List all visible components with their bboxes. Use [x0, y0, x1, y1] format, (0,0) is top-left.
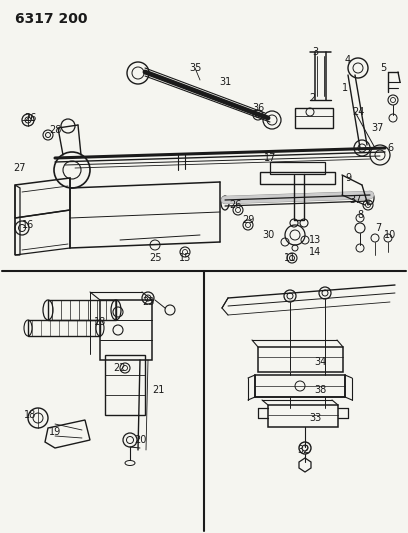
Text: 18: 18	[94, 317, 106, 327]
Bar	[28, 320, 100, 336]
Text: 35: 35	[189, 63, 201, 73]
Bar	[260, 172, 335, 184]
Text: 7: 7	[375, 223, 381, 233]
Text: 5: 5	[380, 63, 386, 73]
Text: 28: 28	[49, 125, 61, 135]
Text: 19: 19	[49, 427, 61, 437]
Text: 11: 11	[284, 253, 296, 263]
Bar	[270, 162, 325, 174]
Text: 33: 33	[309, 413, 321, 423]
Text: 36: 36	[252, 103, 264, 113]
Bar	[268, 405, 338, 427]
Text: 25: 25	[149, 253, 161, 263]
Text: 37: 37	[349, 195, 361, 205]
Bar	[48, 300, 116, 320]
Text: 13: 13	[309, 235, 321, 245]
Text: 37: 37	[372, 123, 384, 133]
Text: 3: 3	[312, 47, 318, 57]
Text: 26: 26	[229, 200, 241, 210]
Text: 6317 200: 6317 200	[15, 12, 87, 26]
Text: 9: 9	[345, 173, 351, 183]
Text: 18: 18	[24, 410, 36, 420]
Text: 31: 31	[219, 77, 231, 87]
Text: 22: 22	[114, 363, 126, 373]
Text: 21: 21	[152, 385, 164, 395]
Text: 32: 32	[297, 445, 309, 455]
Bar	[295, 108, 333, 128]
Bar	[100, 300, 152, 360]
Text: 6: 6	[387, 143, 393, 153]
Text: 2: 2	[309, 93, 315, 103]
Text: 24: 24	[352, 107, 364, 117]
Text: 10: 10	[384, 230, 396, 240]
Text: 16: 16	[22, 220, 34, 230]
Text: 15: 15	[179, 253, 191, 263]
Text: 38: 38	[314, 385, 326, 395]
Text: 27: 27	[14, 163, 26, 173]
Text: 1: 1	[342, 83, 348, 93]
Text: 14: 14	[309, 247, 321, 257]
Bar	[255, 375, 345, 397]
Text: 17: 17	[264, 153, 276, 163]
Text: 26: 26	[24, 113, 36, 123]
Text: 23: 23	[142, 297, 154, 307]
Bar	[105, 355, 145, 415]
Text: 30: 30	[262, 230, 274, 240]
Bar	[258, 347, 343, 372]
Text: 8: 8	[357, 210, 363, 220]
Text: 34: 34	[314, 357, 326, 367]
Text: 29: 29	[242, 215, 254, 225]
Text: 20: 20	[134, 435, 146, 445]
Text: 4: 4	[345, 55, 351, 65]
